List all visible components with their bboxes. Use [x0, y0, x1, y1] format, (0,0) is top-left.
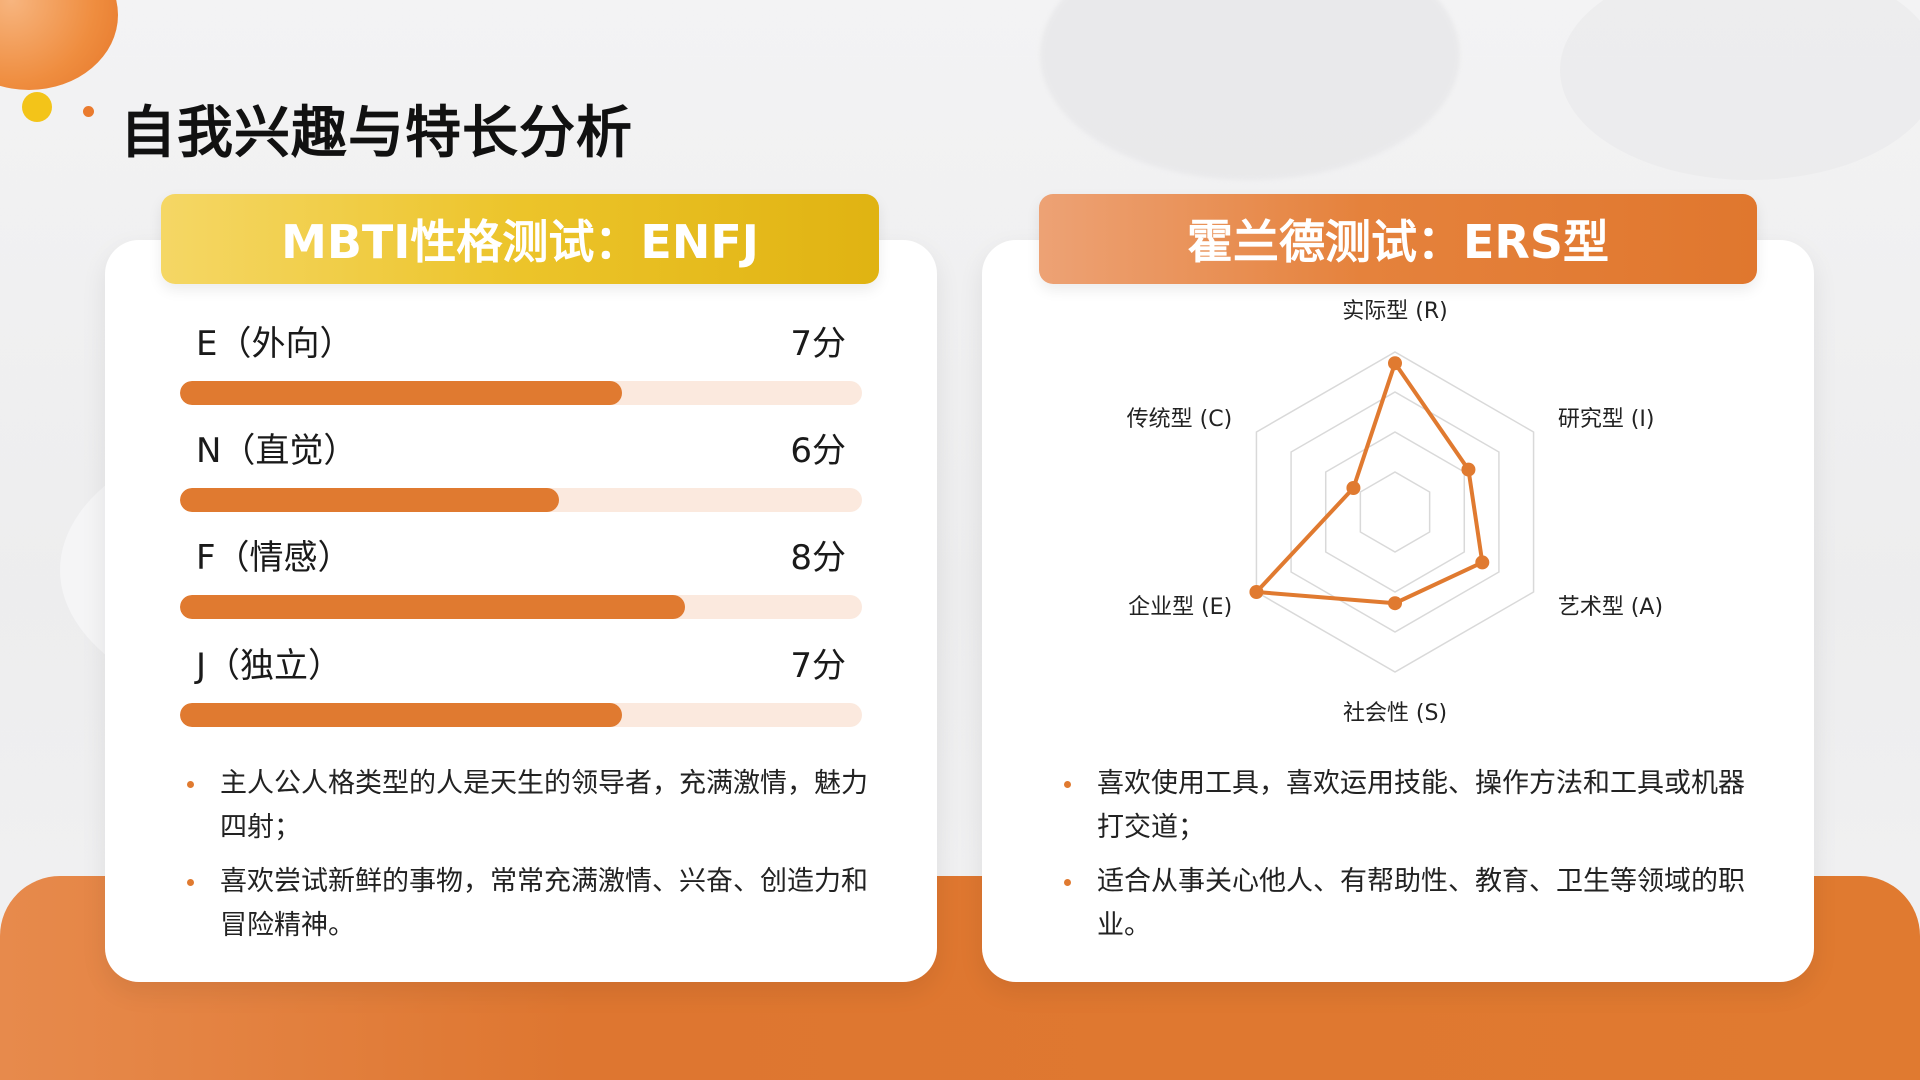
radar-grid-ring	[1255, 351, 1535, 673]
holland-header-label: 霍兰德测试：ERS型	[1187, 215, 1609, 269]
mbti-header: MBTI性格测试：ENFJ	[161, 194, 879, 284]
trait-bar-track	[180, 595, 862, 619]
page-title: 自我兴趣与特长分析	[120, 101, 633, 166]
radar-axis-label: 实际型 (R)	[1342, 299, 1447, 324]
orange-dot-decoration	[83, 106, 94, 117]
trait-label: J（独立）	[196, 646, 343, 686]
trait-bar-fill	[180, 488, 559, 512]
radar-axis-label: 企业型 (E)	[1128, 595, 1232, 620]
radar-data-point	[1346, 481, 1361, 495]
radar-grid	[1255, 351, 1535, 673]
trait-bar-track	[180, 381, 862, 405]
radar-axis-label: 传统型 (C)	[1127, 407, 1233, 432]
radar-axis-label: 研究型 (I)	[1558, 407, 1655, 432]
radar-axis-labels: 实际型 (R) 研究型 (I) 艺术型 (A) 社会性 (S) 企业型 (E) 传统型 (…	[1127, 299, 1663, 726]
radar-grid-ring	[1324, 431, 1466, 593]
trait-bar-fill	[180, 381, 623, 405]
holland-header: 霍兰德测试：ERS型	[1039, 194, 1757, 284]
trait-bar-track	[180, 488, 862, 512]
trait-bar-fill	[180, 595, 686, 619]
radar-grid-ring	[1290, 391, 1500, 633]
mbti-trait-n: N（直觉） 6分	[180, 430, 862, 512]
mbti-trait-e: E（外向） 7分	[180, 323, 862, 405]
mbti-description-list: 主人公人格类型的人是天生的领导者，充满激情，魅力四射； 喜欢尝试新鲜的事物，常常…	[183, 762, 883, 958]
trait-score: 8分	[790, 538, 846, 578]
trait-label: F（情感）	[196, 538, 352, 578]
radar-series-line	[1254, 361, 1485, 606]
radar-data-point	[1388, 356, 1402, 371]
holland-description-list: 喜欢使用工具，喜欢运用技能、操作方法和工具或机器打交道； 适合从事关心他人、有帮…	[1060, 762, 1760, 958]
radar-axis-label: 艺术型 (A)	[1558, 595, 1663, 620]
list-item: 主人公人格类型的人是天生的领导者，充满激情，魅力四射；	[183, 762, 883, 850]
mbti-header-label: MBTI性格测试：ENFJ	[281, 215, 759, 269]
trait-score: 7分	[790, 324, 846, 364]
background-blob	[1040, 0, 1460, 180]
radar-data-point	[1249, 585, 1264, 599]
holland-radar-chart: 实际型 (R) 研究型 (I) 艺术型 (A) 社会性 (S) 企业型 (E) 传统型 (…	[1127, 299, 1663, 726]
list-item: 适合从事关心他人、有帮助性、教育、卫生等领域的职业。	[1060, 860, 1760, 948]
radar-series	[1249, 356, 1490, 611]
radar-data-point	[1461, 462, 1476, 477]
trait-label: N（直觉）	[196, 431, 358, 471]
trait-bar-track	[180, 703, 862, 727]
trait-score: 6分	[790, 431, 846, 471]
list-item: 喜欢使用工具，喜欢运用技能、操作方法和工具或机器打交道；	[1060, 762, 1760, 850]
trait-score: 7分	[790, 646, 846, 686]
yellow-dot-decoration	[22, 92, 52, 122]
radar-data-point	[1388, 596, 1402, 611]
trait-label: E（外向）	[196, 324, 354, 364]
radar-grid-ring	[1359, 471, 1431, 553]
list-item: 喜欢尝试新鲜的事物，常常充满激情、兴奋、创造力和冒险精神。	[183, 860, 883, 948]
radar-data-point	[1475, 555, 1490, 570]
radar-axis-label: 社会性 (S)	[1343, 701, 1447, 726]
background-blob	[1560, 0, 1920, 180]
orange-circle-decoration	[0, 0, 118, 90]
mbti-trait-j: J（独立） 7分	[180, 645, 862, 727]
trait-bar-fill	[180, 703, 623, 727]
mbti-trait-f: F（情感） 8分	[180, 537, 862, 619]
